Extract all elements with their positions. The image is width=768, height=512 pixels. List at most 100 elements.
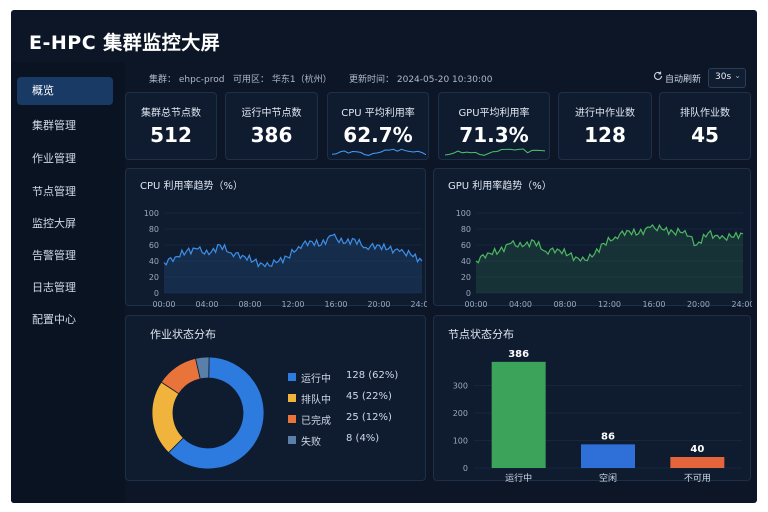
y-tick-label: 100 [144, 209, 159, 218]
stat-label: CPU 平均利用率 [341, 108, 415, 119]
legend-swatch [288, 415, 296, 423]
stat-value: 512 [150, 123, 192, 147]
y-tick-label: 100 [453, 437, 468, 446]
x-tick-label: 12:00 [598, 300, 621, 307]
y-tick-label: 80 [461, 225, 471, 234]
auto-refresh-toggle[interactable]: 自动刷新 [648, 70, 702, 86]
job-status-panel: 作业状态分布 运行中 128 (62%) 排队中 45 (22%) 已完成 25… [125, 315, 426, 481]
x-tick-label: 08:00 [553, 300, 576, 307]
cluster-selector[interactable]: 集群： ehpc-prod [149, 75, 225, 85]
series-area [164, 234, 422, 293]
job-status-donut [151, 356, 265, 470]
y-tick-label: 40 [461, 257, 471, 266]
node-status-panel: 节点状态分布 0 100 200 300 386 运行中 86 空闲 40 不可用 [433, 315, 751, 482]
stat-card-queued-jobs[interactable]: 排队作业数 45 [659, 92, 751, 160]
stat-card-running-nodes[interactable]: 运行中节点数 386 [225, 92, 318, 160]
bar-value-label: 86 [601, 431, 615, 442]
legend-value: 128 (62%) [346, 370, 399, 381]
stat-card-cpu-utilization[interactable]: CPU 平均利用率 62.7% [327, 92, 429, 160]
sidebar: 概览 集群管理 作业管理 节点管理 监控大屏 告警管理 日志管理 配置中心 [11, 62, 125, 503]
legend-swatch [288, 394, 296, 402]
bar [670, 457, 725, 468]
x-tick-label: 00:00 [152, 300, 175, 307]
x-category-label: 运行中 [505, 472, 532, 482]
x-tick-label: 08:00 [238, 300, 261, 307]
y-tick-label: 80 [149, 225, 159, 234]
legend-swatch [288, 373, 296, 381]
stat-label: 运行中节点数 [241, 108, 302, 119]
sidebar-item-node-management[interactable]: 节点管理 [32, 185, 76, 198]
stat-label: 进行中作业数 [575, 108, 635, 119]
y-tick-label: 0 [154, 289, 159, 298]
bar-value-label: 386 [508, 349, 529, 360]
refresh-interval-value: 30s [715, 72, 732, 82]
stat-label: 排队作业数 [680, 108, 730, 119]
x-tick-label: 20:00 [687, 300, 710, 307]
x-category-label: 空闲 [599, 472, 617, 482]
stat-value: 45 [691, 123, 719, 147]
bar [491, 361, 546, 468]
sidebar-item-monitor-screen[interactable]: 监控大屏 [32, 217, 76, 230]
series-line [163, 233, 423, 269]
donut-slice [167, 356, 265, 470]
y-tick-label: 0 [463, 464, 468, 473]
stat-value: 62.7% [343, 123, 413, 147]
legend-label: 已完成 [301, 416, 331, 427]
app-title: E-HPC 集群监控大屏 [29, 32, 221, 54]
x-tick-label: 24:00 [731, 300, 752, 307]
sidebar-item-alert-management[interactable]: 告警管理 [32, 249, 76, 262]
sidebar-item-log-management[interactable]: 日志管理 [32, 281, 76, 294]
y-tick-label: 60 [461, 241, 471, 250]
refresh-interval-select[interactable]: 30s ⌄ [708, 68, 746, 88]
stat-card-gpu-utilization[interactable]: GPU平均利用率 71.3% [438, 92, 550, 160]
refresh-icon [654, 71, 663, 80]
chevron-down-icon: ⌄ [734, 71, 741, 80]
legend-label: 运行中 [301, 374, 331, 385]
dashboard-window: E-HPC 集群监控大屏 概览 集群管理 作业管理 节点管理 监控大屏 告警管理… [11, 10, 757, 503]
panel-title: 节点状态分布 [448, 328, 514, 341]
x-tick-label: 04:00 [195, 300, 218, 307]
x-tick-label: 16:00 [324, 300, 347, 307]
zone-selector[interactable]: 可用区： 华东1（杭州） [233, 75, 332, 85]
series-line [475, 223, 744, 264]
gpu-trend-panel: GPU 利用率趋势（%） 0 20 40 60 80 100 00:00 04:00 08:00… [433, 168, 752, 307]
panel-title: CPU 利用率趋势（%） [140, 181, 244, 192]
x-tick-label: 04:00 [509, 300, 532, 307]
y-tick-label: 20 [461, 273, 471, 282]
y-tick-label: 100 [456, 209, 471, 218]
sidebar-item-config-center[interactable]: 配置中心 [32, 313, 76, 326]
sidebar-item-cluster-management[interactable]: 集群管理 [32, 119, 76, 132]
legend-value: 8 (4%) [346, 433, 380, 444]
legend-value: 25 (12%) [346, 412, 392, 423]
panel-title: GPU 利用率趋势（%） [448, 181, 552, 192]
y-tick-label: 20 [149, 273, 159, 282]
sidebar-item-overview[interactable]: 概览 [17, 77, 113, 105]
legend-label: 排队中 [301, 395, 331, 406]
stat-label: 集群总节点数 [141, 108, 201, 119]
panel-title: 作业状态分布 [150, 328, 216, 341]
auto-refresh-label: 自动刷新 [665, 75, 702, 85]
legend-label: 失败 [301, 437, 321, 448]
stat-card-total-nodes[interactable]: 集群总节点数 512 [125, 92, 217, 160]
y-tick-label: 300 [453, 382, 468, 391]
stat-label: GPU平均利用率 [458, 108, 530, 119]
cpu-sparkline [332, 148, 426, 156]
node-status-bar-chart: 0 100 200 300 386 运行中 86 空闲 40 不可用 [453, 349, 742, 482]
cpu-trend-panel: CPU 利用率趋势（%） 0 20 40 60 80 100 00:00 04:00 08:00… [125, 168, 427, 307]
topbar: 集群： ehpc-prod 可用区： 华东1（杭州） 更新时间： 2024-05… [125, 62, 757, 94]
legend-value: 45 (22%) [346, 391, 392, 402]
y-tick-label: 200 [453, 409, 468, 418]
gpu-trend-chart: 0 20 40 60 80 100 00:00 04:00 08:00 12:00 16:00 20:… [456, 209, 752, 307]
update-time: 更新时间： 2024-05-20 10:30:00 [349, 75, 493, 85]
y-tick-label: 40 [149, 257, 159, 266]
stat-value: 71.3% [459, 123, 529, 147]
sidebar-item-job-management[interactable]: 作业管理 [32, 152, 76, 165]
legend-swatch [288, 436, 296, 444]
series-area [476, 224, 743, 293]
x-tick-label: 12:00 [281, 300, 304, 307]
x-tick-label: 16:00 [642, 300, 665, 307]
bar [581, 444, 635, 468]
stat-card-running-jobs[interactable]: 进行中作业数 128 [558, 92, 652, 160]
x-tick-label: 20:00 [367, 300, 390, 307]
cpu-trend-chart: 0 20 40 60 80 100 00:00 04:00 08:00 12:00 16:00 20:… [144, 209, 427, 307]
